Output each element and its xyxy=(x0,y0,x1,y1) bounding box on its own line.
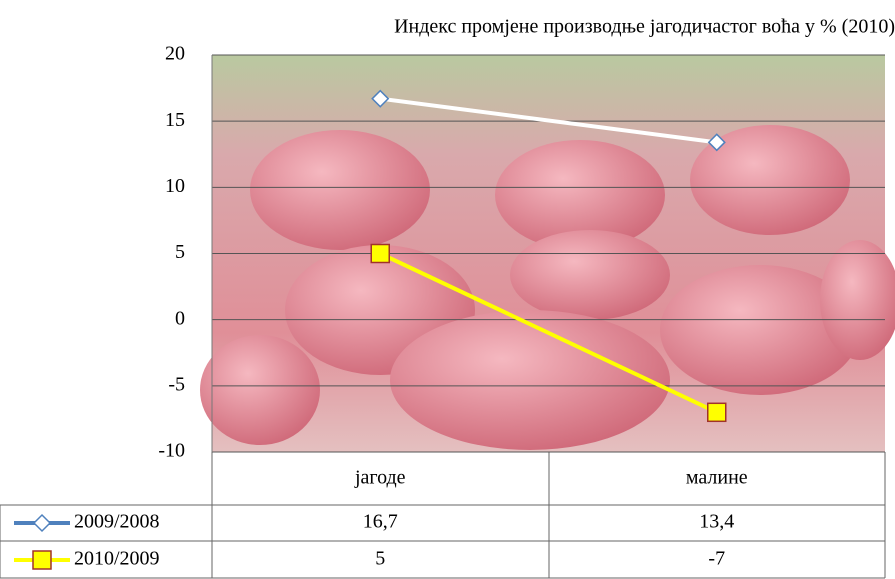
chart-title: Индекс промјене производње јагодичастог … xyxy=(394,16,895,38)
data-point xyxy=(371,245,389,263)
table-cell: -7 xyxy=(708,548,725,570)
chart: Индекс промјене производње јагодичастог … xyxy=(0,0,895,579)
legend-label: 2010/2009 xyxy=(74,548,160,570)
table-header: јагоде xyxy=(354,467,406,489)
table-cell: 13,4 xyxy=(699,511,734,533)
table-cell: 5 xyxy=(375,548,385,570)
data-point xyxy=(708,403,726,421)
y-tick-label: -5 xyxy=(168,373,185,395)
table-header: малине xyxy=(686,467,748,489)
legend-marker xyxy=(34,515,50,531)
y-tick-label: 20 xyxy=(165,43,185,65)
y-tick-label: -10 xyxy=(158,440,185,462)
legend-label: 2009/2008 xyxy=(74,511,160,533)
legend-marker xyxy=(33,551,51,569)
y-tick-label: 10 xyxy=(165,175,185,197)
y-tick-label: 0 xyxy=(175,307,185,329)
y-tick-label: 15 xyxy=(165,109,185,131)
table-cell: 16,7 xyxy=(363,511,398,533)
y-tick-label: 5 xyxy=(175,241,185,263)
